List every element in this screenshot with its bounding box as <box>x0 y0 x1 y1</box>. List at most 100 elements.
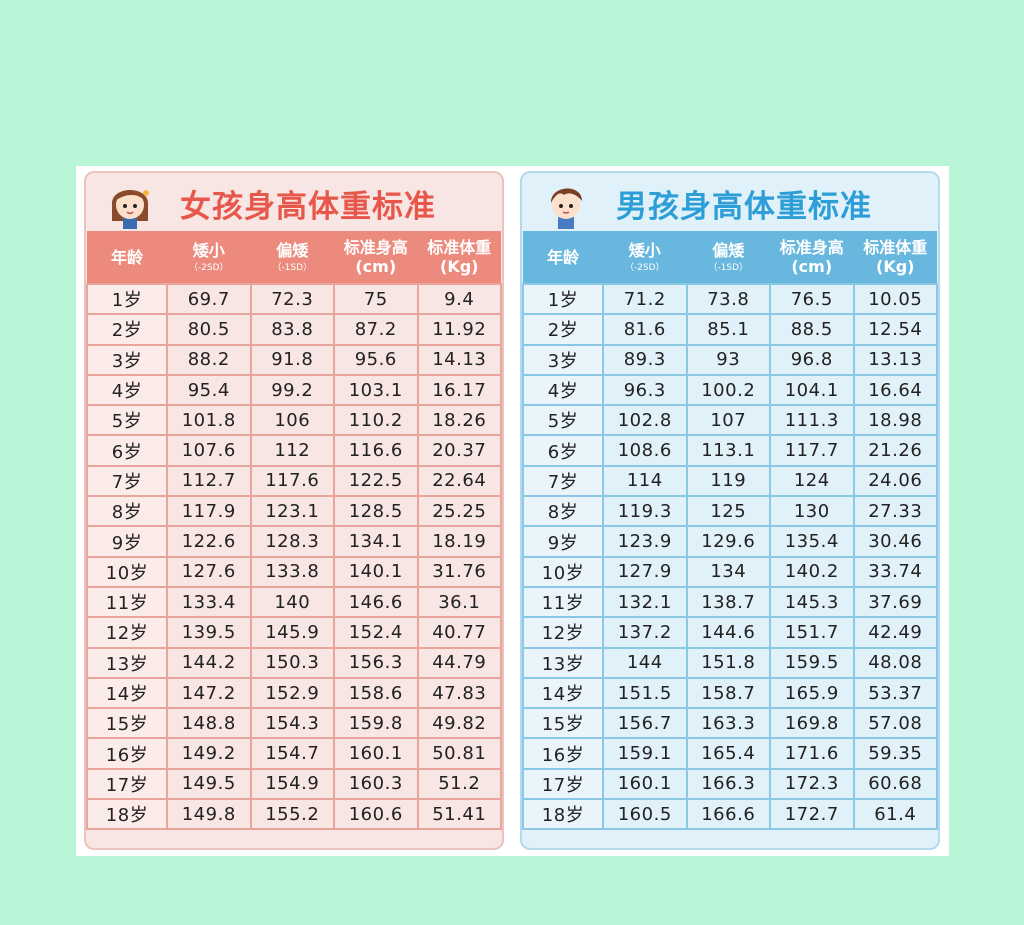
boy-panel: 男孩身高体重标准 年龄 矮小 （-2SD） 偏矮 （-1SD） 标准身高(cm) 标准体重(… <box>520 171 940 850</box>
boy-table-row: 13岁 144 151.8 159.5 48.08 <box>522 646 938 679</box>
boy-header-label: 年龄 <box>546 247 579 267</box>
boy-value-cell: 165.4 <box>685 737 771 770</box>
girl-age-cell: 15岁 <box>86 707 168 740</box>
girl-age-cell: 12岁 <box>86 616 168 649</box>
boy-value-cell: 169.8 <box>769 707 855 740</box>
girl-age-cell: 10岁 <box>86 555 168 588</box>
girl-value-cell: 159.8 <box>333 707 419 740</box>
girl-age-cell: 1岁 <box>86 282 168 316</box>
boy-value-cell: 85.1 <box>685 313 771 346</box>
girl-age-cell: 8岁 <box>86 495 168 528</box>
girl-value-cell: 110.2 <box>333 404 419 437</box>
girl-value-cell: 122.6 <box>166 525 252 558</box>
girl-age-cell: 6岁 <box>86 434 168 467</box>
girl-value-cell: 149.8 <box>166 798 252 831</box>
girl-table-row: 15岁 148.8 154.3 159.8 49.82 <box>86 707 502 740</box>
boy-age-cell: 6岁 <box>522 434 604 467</box>
boy-value-cell: 159.1 <box>602 737 688 770</box>
girl-value-cell: 107.6 <box>166 434 252 467</box>
girl-value-cell: 154.3 <box>249 707 335 740</box>
girl-value-cell: 144.2 <box>166 646 252 679</box>
girl-value-cell: 95.6 <box>333 343 419 376</box>
girl-age-cell: 18岁 <box>86 798 168 831</box>
boy-value-cell: 107 <box>685 404 771 437</box>
girl-value-cell: 51.2 <box>416 767 502 801</box>
boy-value-cell: 138.7 <box>685 585 771 619</box>
boy-table-row: 12岁 137.2 144.6 151.7 42.49 <box>522 616 938 649</box>
boy-value-cell: 24.06 <box>852 464 938 498</box>
girl-value-cell: 122.5 <box>333 464 419 498</box>
girl-chart-title: 女孩身高体重标准 <box>180 189 436 225</box>
girl-value-cell: 106 <box>249 404 335 437</box>
boy-value-cell: 96.8 <box>769 343 855 376</box>
boy-value-cell: 73.8 <box>685 282 771 316</box>
girl-value-cell: 152.4 <box>333 616 419 649</box>
girl-age-cell: 16岁 <box>86 737 168 770</box>
girl-value-cell: 150.3 <box>249 646 335 679</box>
boy-value-cell: 60.68 <box>852 767 938 801</box>
boy-value-cell: 10.05 <box>852 282 938 316</box>
girl-value-cell: 140 <box>249 585 335 619</box>
boy-value-cell: 129.6 <box>685 525 771 558</box>
chart-sheet: 女孩身高体重标准 年龄 矮小 （-2SD） 偏矮 （-1SD） 标准身高(cm) 标准体重(… <box>76 166 949 856</box>
boy-table-row: 10岁 127.9 134 140.2 33.74 <box>522 555 938 588</box>
girl-age-cell: 4岁 <box>86 373 168 407</box>
girl-value-cell: 158.6 <box>333 676 419 710</box>
boy-value-cell: 111.3 <box>769 404 855 437</box>
girl-value-cell: 69.7 <box>166 282 252 316</box>
girl-header-cell: 标准身高(cm) <box>334 231 418 284</box>
girl-value-cell: 88.2 <box>166 343 252 376</box>
girl-value-cell: 148.8 <box>166 707 252 740</box>
girl-value-cell: 44.79 <box>416 646 502 679</box>
girl-value-cell: 99.2 <box>249 373 335 407</box>
girl-value-cell: 51.41 <box>416 798 502 831</box>
boy-table-row: 8岁 119.3 125 130 27.33 <box>522 495 938 528</box>
girl-value-cell: 160.1 <box>333 737 419 770</box>
boy-header-cell: 标准身高(cm) <box>770 231 854 284</box>
boy-age-cell: 16岁 <box>522 737 604 770</box>
girl-value-cell: 147.2 <box>166 676 252 710</box>
girl-value-cell: 117.6 <box>249 464 335 498</box>
girl-value-cell: 75 <box>333 282 419 316</box>
girl-header-label: 年龄 <box>110 247 143 267</box>
boy-value-cell: 81.6 <box>602 313 688 346</box>
boy-table-row: 1岁 71.2 73.8 76.5 10.05 <box>522 282 938 316</box>
boy-value-cell: 171.6 <box>769 737 855 770</box>
boy-header-cell: 标准体重(Kg) <box>853 231 937 284</box>
boy-header-sublabel: （-1SD） <box>708 262 749 273</box>
boy-value-cell: 48.08 <box>852 646 938 679</box>
girl-value-cell: 133.4 <box>166 585 252 619</box>
girl-age-cell: 11岁 <box>86 585 168 619</box>
girl-value-cell: 146.6 <box>333 585 419 619</box>
boy-age-cell: 5岁 <box>522 404 604 437</box>
girl-value-cell: 103.1 <box>333 373 419 407</box>
boy-value-cell: 123.9 <box>602 525 688 558</box>
girl-value-cell: 50.81 <box>416 737 502 770</box>
girl-age-cell: 7岁 <box>86 464 168 498</box>
boy-table-row: 3岁 89.3 93 96.8 13.13 <box>522 343 938 376</box>
girl-table-row: 14岁 147.2 152.9 158.6 47.83 <box>86 676 502 710</box>
boy-table-row: 16岁 159.1 165.4 171.6 59.35 <box>522 737 938 770</box>
boy-age-cell: 12岁 <box>522 616 604 649</box>
girl-value-cell: 95.4 <box>166 373 252 407</box>
girl-header-label: 标准身高(cm) <box>343 238 408 276</box>
boy-age-cell: 10岁 <box>522 555 604 588</box>
boy-age-cell: 13岁 <box>522 646 604 679</box>
boy-value-cell: 88.5 <box>769 313 855 346</box>
girl-value-cell: 154.7 <box>249 737 335 770</box>
girl-table-row: 17岁 149.5 154.9 160.3 51.2 <box>86 767 502 801</box>
girl-value-cell: 9.4 <box>416 282 502 316</box>
boy-value-cell: 89.3 <box>602 343 688 376</box>
girl-age-cell: 9岁 <box>86 525 168 558</box>
boy-value-cell: 119.3 <box>602 495 688 528</box>
girl-value-cell: 149.2 <box>166 737 252 770</box>
girl-table-row: 7岁 112.7 117.6 122.5 22.64 <box>86 464 502 498</box>
boy-value-cell: 144.6 <box>685 616 771 649</box>
boy-value-cell: 166.3 <box>685 767 771 801</box>
girl-value-cell: 160.3 <box>333 767 419 801</box>
boy-value-cell: 132.1 <box>602 585 688 619</box>
boy-header-label: 矮小 <box>628 240 661 260</box>
boy-value-cell: 30.46 <box>852 525 938 558</box>
girl-value-cell: 149.5 <box>166 767 252 801</box>
boy-value-cell: 125 <box>685 495 771 528</box>
